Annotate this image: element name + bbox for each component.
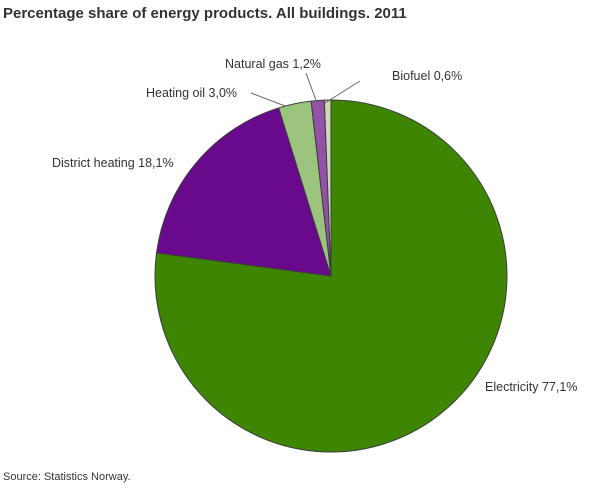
leader-line-biofuel — [324, 80, 361, 104]
source-note: Source: Statistics Norway. — [3, 471, 131, 483]
pie-slice-electricity — [154, 99, 508, 453]
slice-label-biofuel: Biofuel 0,6% — [392, 69, 463, 83]
chart-title: Percentage share of energy products. All… — [3, 5, 407, 22]
slice-label-electricity: Electricity 77,1% — [485, 380, 578, 394]
pie-slices-group — [154, 99, 508, 453]
pie-slice-biofuel — [323, 99, 332, 277]
slice-label-natural-gas: Natural gas 1,2% — [225, 57, 321, 71]
leader-line-natural-gas — [305, 72, 318, 104]
slice-label-heating-oil: Heating oil 3,0% — [146, 86, 238, 100]
pie-slice-district-heating — [156, 107, 332, 277]
leader-line-heating-oil — [250, 92, 286, 107]
slice-label-district-heating: District heating 18,1% — [52, 156, 174, 170]
